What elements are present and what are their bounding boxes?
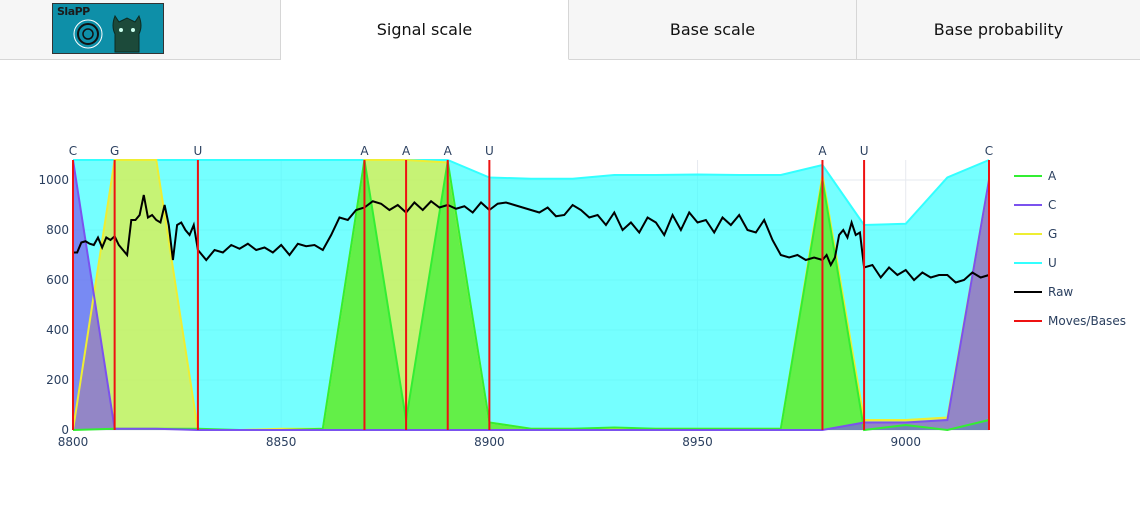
- legend-label-g: G: [1048, 227, 1057, 241]
- area-a: [73, 160, 989, 430]
- move-base-label: U: [860, 144, 869, 158]
- line-u: [73, 159, 990, 227]
- y-tick-label: 800: [46, 223, 69, 237]
- x-tick-label: 8800: [58, 435, 89, 449]
- move-base-label: U: [485, 144, 494, 158]
- move-base-label: C: [985, 144, 993, 158]
- logo-cell: SlaPP: [0, 0, 281, 60]
- slappy-logo-icon: SlaPP: [52, 3, 164, 54]
- y-tick-label: 400: [46, 323, 69, 337]
- y-tick-label: 200: [46, 373, 69, 387]
- legend-label-a: A: [1048, 169, 1057, 183]
- line-c: [72, 159, 990, 431]
- y-tick-label: 0: [61, 423, 69, 437]
- x-tick-label: 8950: [682, 435, 713, 449]
- legend-label-raw: Raw: [1048, 285, 1073, 299]
- x-tick-label: 9000: [890, 435, 921, 449]
- signal-chart: C G U A A A U A U C 0 200 400 600 800 1000 8800 8850 8900 8…: [38, 144, 1126, 449]
- logo-text: SlaPP: [57, 5, 90, 18]
- move-base-label: G: [110, 144, 119, 158]
- tab-signal-scale[interactable]: Signal scale: [281, 0, 569, 60]
- x-tick-label: 8850: [266, 435, 297, 449]
- y-tick-label: 600: [46, 273, 69, 287]
- move-base-label: A: [360, 144, 369, 158]
- legend-label-u: U: [1048, 256, 1057, 270]
- move-base-label: U: [194, 144, 203, 158]
- tab-base-scale[interactable]: Base scale: [569, 0, 857, 60]
- move-base-label: A: [402, 144, 411, 158]
- move-base-label: A: [818, 144, 827, 158]
- top-navigation: SlaPP Signal scale Base scale Base proba…: [0, 0, 1140, 60]
- x-tick-label: 8900: [474, 435, 505, 449]
- y-tick-label: 1000: [38, 173, 69, 187]
- logo-graphic: [73, 14, 142, 53]
- legend-label-c: C: [1048, 198, 1056, 212]
- tab-base-probability[interactable]: Base probability: [857, 0, 1140, 60]
- move-base-label: C: [69, 144, 77, 158]
- legend-label-moves-bases: Moves/Bases: [1048, 314, 1126, 328]
- move-base-label: A: [444, 144, 453, 158]
